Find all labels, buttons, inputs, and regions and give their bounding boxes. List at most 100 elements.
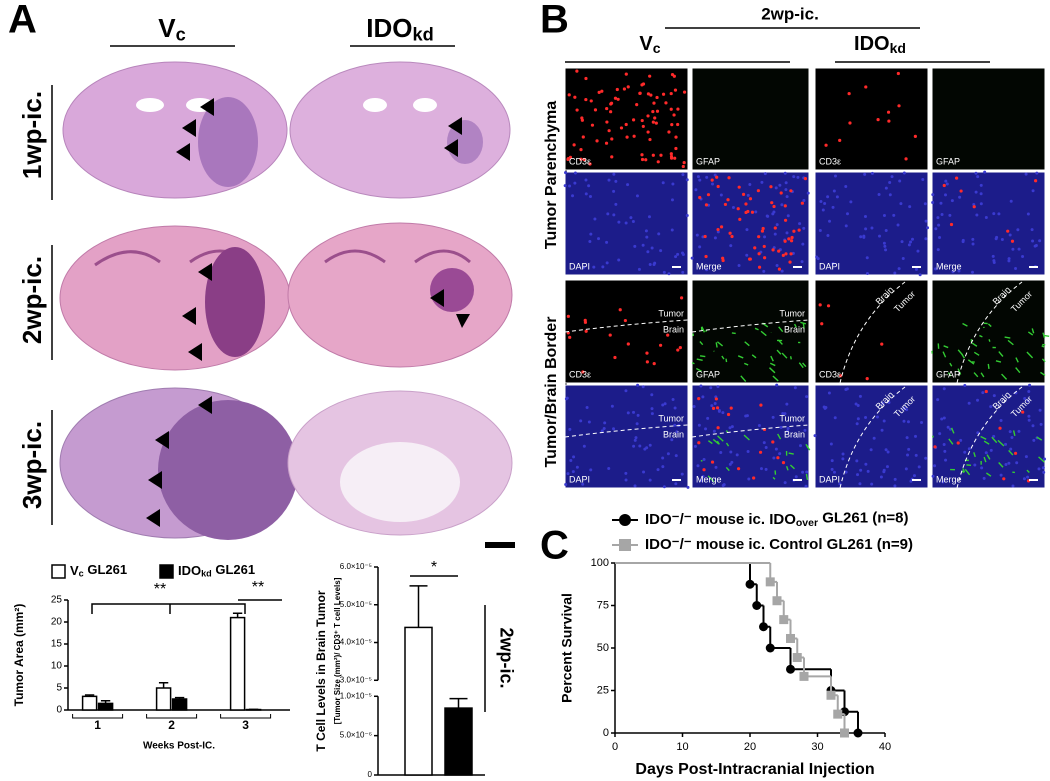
nucleus: [906, 420, 910, 424]
nucleus: [863, 172, 867, 176]
nucleus: [957, 269, 961, 273]
nucleus: [833, 174, 837, 178]
nucleus: [754, 210, 758, 214]
cell-dot: [789, 252, 793, 256]
fiber: [973, 452, 976, 458]
nucleus: [563, 184, 567, 188]
channel-label: GFAP: [696, 369, 720, 379]
cell-dot: [729, 406, 733, 410]
cell-dot: [865, 377, 869, 381]
nucleus: [938, 235, 942, 239]
nucleus: [805, 395, 809, 399]
marker: [786, 633, 795, 643]
nucleus: [735, 453, 739, 457]
nucleus: [778, 452, 782, 456]
nucleus: [942, 443, 946, 447]
cell-dot: [949, 222, 954, 227]
nucleus: [801, 470, 805, 474]
nucleus: [645, 235, 649, 239]
fiber: [744, 341, 750, 347]
nucleus: [667, 272, 671, 276]
fiber: [805, 443, 811, 451]
nucleus: [961, 238, 965, 242]
fiber: [967, 359, 975, 365]
cell-dot: [588, 162, 592, 166]
nucleus: [581, 482, 585, 486]
nucleus: [1031, 424, 1035, 428]
cell-dot: [933, 445, 937, 449]
nucleus: [617, 220, 621, 224]
cell-dot: [726, 198, 730, 202]
nucleus: [709, 386, 713, 390]
nucleus: [940, 212, 944, 216]
nucleus: [714, 465, 718, 469]
nucleus: [902, 171, 906, 175]
nucleus: [818, 228, 822, 232]
nucleus: [775, 264, 779, 268]
nucleus: [1027, 418, 1031, 422]
marker: [765, 577, 775, 587]
nucleus: [1011, 484, 1015, 488]
cell-dot: [1002, 477, 1006, 481]
fiber: [785, 465, 789, 471]
nucleus: [610, 404, 614, 408]
fiber: [980, 372, 985, 378]
nucleus: [829, 442, 833, 446]
nucleus: [650, 393, 654, 397]
x-tick-label: 2: [168, 718, 175, 732]
fiber: [770, 355, 774, 362]
cell-dot: [727, 176, 731, 180]
fiber: [772, 476, 776, 480]
marker: [826, 690, 836, 700]
nucleus: [893, 477, 897, 481]
scale-bar: [672, 266, 681, 268]
cell-dot: [904, 157, 908, 161]
text-part: kd: [890, 40, 906, 56]
cell-dot: [632, 134, 636, 138]
nucleus: [661, 465, 665, 469]
marker: [759, 622, 768, 632]
channel-label: Merge: [936, 261, 962, 271]
nucleus: [864, 416, 868, 420]
nucleus: [698, 178, 702, 182]
nucleus: [942, 387, 946, 391]
cell-dot: [789, 189, 793, 193]
nucleus: [831, 262, 835, 266]
fiber: [997, 439, 1005, 447]
y-tick-label: 50: [597, 642, 609, 654]
nucleus: [697, 423, 701, 427]
cell-dot: [669, 107, 673, 111]
nucleus: [641, 243, 645, 247]
cell-dot: [784, 252, 788, 256]
nucleus: [695, 233, 699, 237]
cell-dot: [864, 85, 868, 89]
cell-dot: [716, 426, 720, 430]
cell-dot: [575, 108, 579, 112]
fiber: [725, 430, 729, 433]
cell-dot: [568, 335, 572, 339]
cell-dot: [771, 248, 775, 252]
fiber: [1041, 358, 1046, 363]
nucleus: [662, 270, 666, 274]
nucleus: [855, 422, 859, 426]
cell-dot: [777, 267, 782, 271]
nucleus: [946, 425, 950, 429]
column-header: IDOkd: [854, 33, 906, 56]
nucleus: [680, 472, 684, 476]
cell-dot: [803, 177, 808, 181]
cell-dot: [626, 342, 630, 346]
fiber: [971, 342, 978, 347]
channel-label: CD3ε: [569, 369, 591, 379]
fiber: [1038, 456, 1045, 463]
cell-dot: [770, 201, 774, 205]
y-tick-label: 3.0×10⁻⁵: [340, 675, 372, 684]
nucleus: [908, 205, 912, 209]
brain-sections: [59, 61, 515, 548]
nucleus: [879, 475, 883, 479]
nucleus: [885, 465, 889, 469]
nucleus: [564, 482, 568, 486]
cell-dot: [590, 123, 595, 127]
nucleus: [633, 244, 637, 248]
cell-dot: [610, 155, 614, 159]
fiber: [961, 353, 966, 359]
